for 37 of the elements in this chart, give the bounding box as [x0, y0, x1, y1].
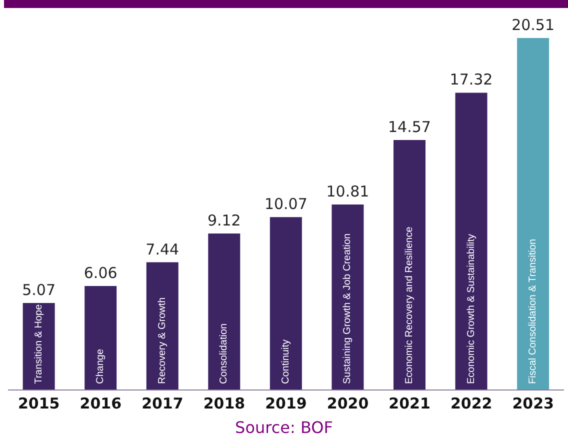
data-label: 10.07 [264, 195, 308, 214]
annotation: Continuity [280, 340, 292, 384]
bar [146, 262, 178, 390]
annotation: Recovery & Growth [156, 297, 168, 384]
x-tick-label: 2018 [203, 394, 246, 413]
bar [455, 92, 488, 390]
source-note: Source: BOF [234, 418, 334, 438]
data-label: 9.12 [207, 211, 241, 230]
data-label: 5.07 [22, 280, 56, 299]
annotation: Fiscal Consolidation & Transition [528, 238, 539, 384]
x-tick-label: 2022 [450, 394, 492, 413]
data-label: 10.81 [326, 182, 370, 200]
bar [208, 233, 240, 390]
x-tick-label: 2020 [326, 394, 369, 413]
annotation: Sustaining Growth & Job Creation [342, 233, 354, 384]
annotation: Transition & Hope [33, 304, 44, 384]
x-tick-label: 2021 [388, 394, 430, 413]
data-label: 17.32 [450, 70, 493, 89]
bar [22, 302, 55, 390]
data-label: 6.06 [84, 264, 118, 282]
data-label: 20.51 [512, 16, 555, 34]
data-label: 7.44 [146, 240, 180, 258]
annotation: Consolidation [218, 323, 230, 384]
annotation: Economic Recovery and Resilience [404, 226, 415, 384]
bar [84, 286, 117, 390]
x-tick-label: 2015 [18, 394, 60, 413]
bar [517, 38, 550, 390]
annotation: Economic Growth & Sustainability [466, 234, 477, 384]
x-tick-label: 2017 [142, 394, 184, 413]
x-tick-label: 2016 [80, 394, 122, 413]
bar [270, 217, 302, 390]
x-tick-label: 2023 [512, 394, 554, 413]
bar [332, 204, 364, 390]
data-label: 14.57 [388, 118, 431, 136]
annotation: Change [95, 348, 106, 384]
x-tick-label: 2019 [265, 394, 307, 413]
bar [393, 140, 426, 390]
